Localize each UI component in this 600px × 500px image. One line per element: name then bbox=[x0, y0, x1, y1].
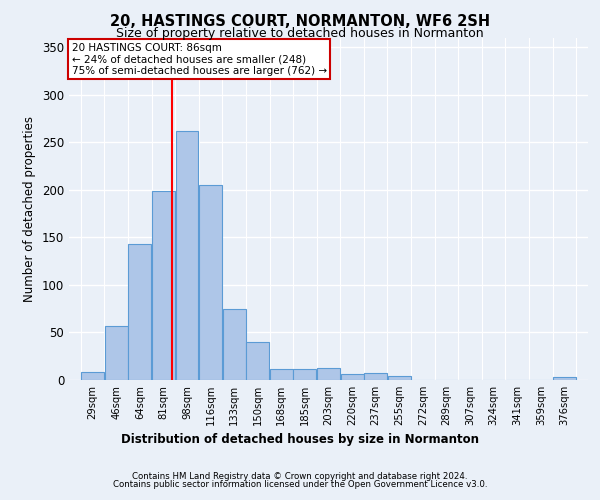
Y-axis label: Number of detached properties: Number of detached properties bbox=[23, 116, 37, 302]
Bar bbox=[341, 374, 364, 380]
Text: 20 HASTINGS COURT: 86sqm
← 24% of detached houses are smaller (248)
75% of semi-: 20 HASTINGS COURT: 86sqm ← 24% of detach… bbox=[71, 42, 327, 76]
Bar bbox=[553, 377, 576, 380]
Bar bbox=[388, 376, 411, 380]
Bar bbox=[317, 368, 340, 380]
Bar bbox=[152, 190, 175, 380]
Text: 20, HASTINGS COURT, NORMANTON, WF6 2SH: 20, HASTINGS COURT, NORMANTON, WF6 2SH bbox=[110, 14, 490, 29]
Text: Distribution of detached houses by size in Normanton: Distribution of detached houses by size … bbox=[121, 432, 479, 446]
Bar bbox=[270, 368, 293, 380]
Bar bbox=[105, 326, 128, 380]
Text: Contains HM Land Registry data © Crown copyright and database right 2024.: Contains HM Land Registry data © Crown c… bbox=[132, 472, 468, 481]
Bar bbox=[128, 244, 151, 380]
Text: Size of property relative to detached houses in Normanton: Size of property relative to detached ho… bbox=[116, 28, 484, 40]
Bar bbox=[223, 308, 245, 380]
Bar bbox=[364, 374, 387, 380]
Bar bbox=[246, 342, 269, 380]
Bar bbox=[293, 368, 316, 380]
Text: Contains public sector information licensed under the Open Government Licence v3: Contains public sector information licen… bbox=[113, 480, 487, 489]
Bar bbox=[199, 185, 222, 380]
Bar bbox=[81, 372, 104, 380]
Bar bbox=[176, 130, 199, 380]
